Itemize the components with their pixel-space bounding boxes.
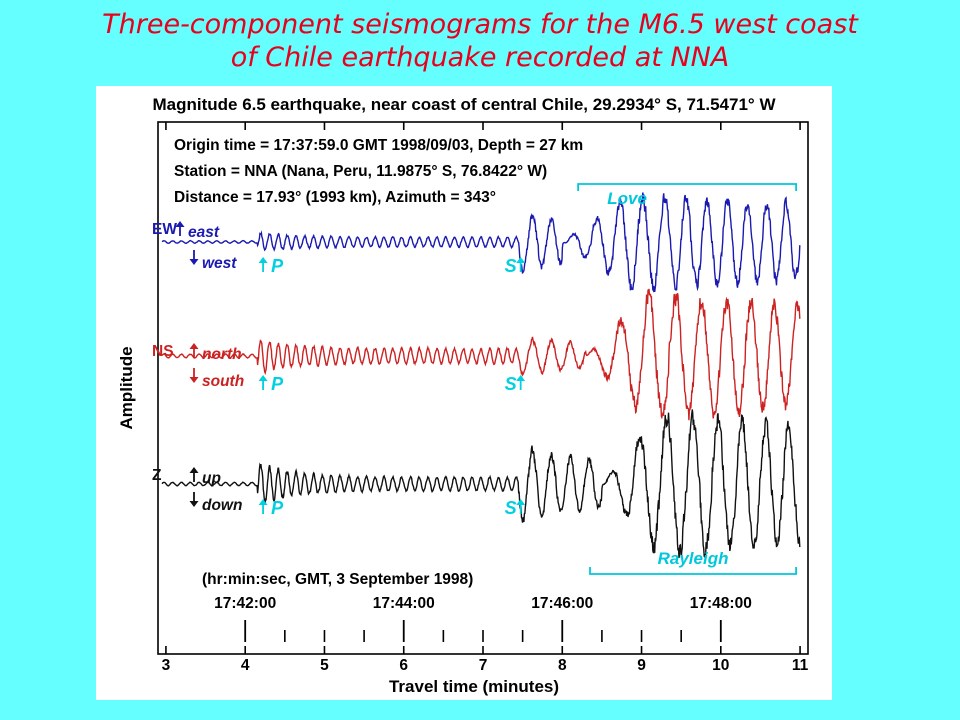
- info-line-1: Origin time = 17:37:59.0 GMT 1998/09/03,…: [174, 137, 583, 154]
- down-label-z: down: [202, 497, 242, 514]
- down-arrow-z-head: [189, 501, 199, 507]
- p-arrow-z-head: [258, 499, 268, 505]
- p-arrow-ns-head: [258, 375, 268, 381]
- down-arrow-ns-head: [189, 377, 199, 383]
- slide-title: Three-component seismograms for the M6.5…: [40, 8, 920, 74]
- gmt-caption: (hr:min:sec, GMT, 3 September 1998): [202, 571, 473, 588]
- x-tick-label-7: 7: [479, 657, 488, 674]
- s-arrow-ew-head: [516, 257, 526, 263]
- s-arrow-z-head: [516, 499, 526, 505]
- trace-ew: [161, 192, 801, 293]
- rayleigh-bracket: [589, 567, 798, 575]
- s-phase-label-ns: S: [505, 374, 517, 394]
- component-label-ew: EW: [152, 221, 177, 238]
- x-tick-label-11: 11: [792, 657, 809, 674]
- chart-marks: 3 4 5 6 7 8 9 10 11 17:42:00 17:44:00 17:46:00 17:48…: [152, 122, 809, 674]
- rayleigh-label: Rayleigh: [658, 549, 729, 568]
- s-phase-label-ew: S: [505, 256, 517, 276]
- component-label-ns: NS: [152, 343, 174, 360]
- x-tick-label-8: 8: [558, 657, 567, 674]
- x-tick-label-10: 10: [712, 657, 729, 674]
- up-label-ns: north: [202, 346, 242, 363]
- x-tick-label-6: 6: [399, 657, 408, 674]
- seismogram-chart: Magnitude 6.5 earthquake, near coast of …: [117, 95, 809, 696]
- down-arrow-ew-head: [189, 259, 199, 265]
- love-bracket: [577, 183, 798, 191]
- gmt-tick-label-2: 17:46:00: [531, 595, 593, 612]
- trace-z: [161, 409, 801, 559]
- gmt-tick-label-0: 17:42:00: [214, 595, 276, 612]
- chart-title: Magnitude 6.5 earthquake, near coast of …: [152, 95, 776, 114]
- up-arrow-ew-head: [175, 221, 185, 227]
- slide-title-line2: of Chile earthquake recorded at NNA: [230, 42, 730, 73]
- p-phase-label-ew: P: [271, 256, 284, 276]
- info-line-3: Distance = 17.93° (1993 km), Azimuth = 3…: [174, 189, 496, 206]
- trace-ns: [161, 288, 801, 421]
- p-phase-label-z: P: [271, 498, 284, 518]
- y-axis-label: Amplitude: [117, 346, 136, 429]
- p-arrow-ew-head: [258, 257, 268, 263]
- slide-title-line1: Three-component seismograms for the M6.5…: [102, 9, 858, 40]
- s-phase-label-z: S: [505, 498, 517, 518]
- gmt-tick-label-1: 17:44:00: [373, 595, 435, 612]
- up-label-z: up: [202, 470, 221, 487]
- love-label: Love: [607, 189, 647, 208]
- x-tick-label-4: 4: [241, 657, 250, 674]
- x-axis-label: Travel time (minutes): [389, 677, 559, 696]
- seismogram-figure: Magnitude 6.5 earthquake, near coast of …: [96, 86, 832, 700]
- up-arrow-z-head: [189, 467, 199, 473]
- x-tick-label-3: 3: [162, 657, 171, 674]
- down-label-ns: south: [202, 373, 244, 390]
- s-arrow-ns-head: [516, 375, 526, 381]
- down-label-ew: west: [202, 255, 237, 272]
- gmt-tick-label-3: 17:48:00: [690, 595, 752, 612]
- x-tick-label-5: 5: [320, 657, 329, 674]
- up-arrow-ns-head: [189, 343, 199, 349]
- up-label-ew: east: [188, 224, 220, 241]
- x-tick-label-9: 9: [637, 657, 646, 674]
- p-phase-label-ns: P: [271, 374, 284, 394]
- info-line-2: Station = NNA (Nana, Peru, 11.9875° S, 7…: [174, 163, 547, 180]
- component-label-z: Z: [152, 467, 162, 484]
